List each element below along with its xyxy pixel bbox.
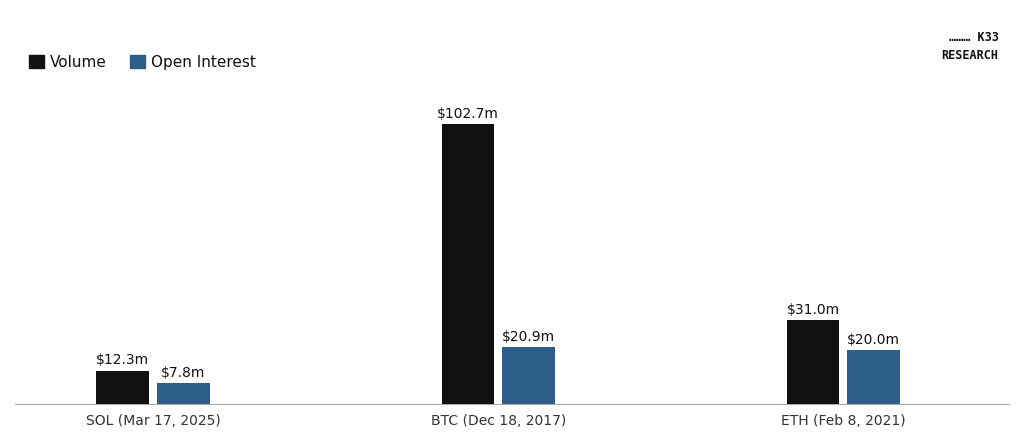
Text: $20.0m: $20.0m (847, 333, 900, 346)
Text: $31.0m: $31.0m (786, 303, 840, 317)
Text: $12.3m: $12.3m (96, 354, 150, 368)
Bar (503, 347, 555, 404)
Bar (848, 350, 900, 404)
Legend: Volume, Open Interest: Volume, Open Interest (23, 49, 262, 76)
Bar (441, 124, 494, 404)
Text: $102.7m: $102.7m (437, 107, 499, 121)
Bar (158, 383, 210, 404)
Text: ……… K33
RESEARCH: ……… K33 RESEARCH (941, 31, 998, 62)
Bar (96, 371, 148, 404)
Bar (786, 320, 840, 404)
Text: $20.9m: $20.9m (502, 330, 555, 344)
Text: $7.8m: $7.8m (161, 366, 206, 380)
